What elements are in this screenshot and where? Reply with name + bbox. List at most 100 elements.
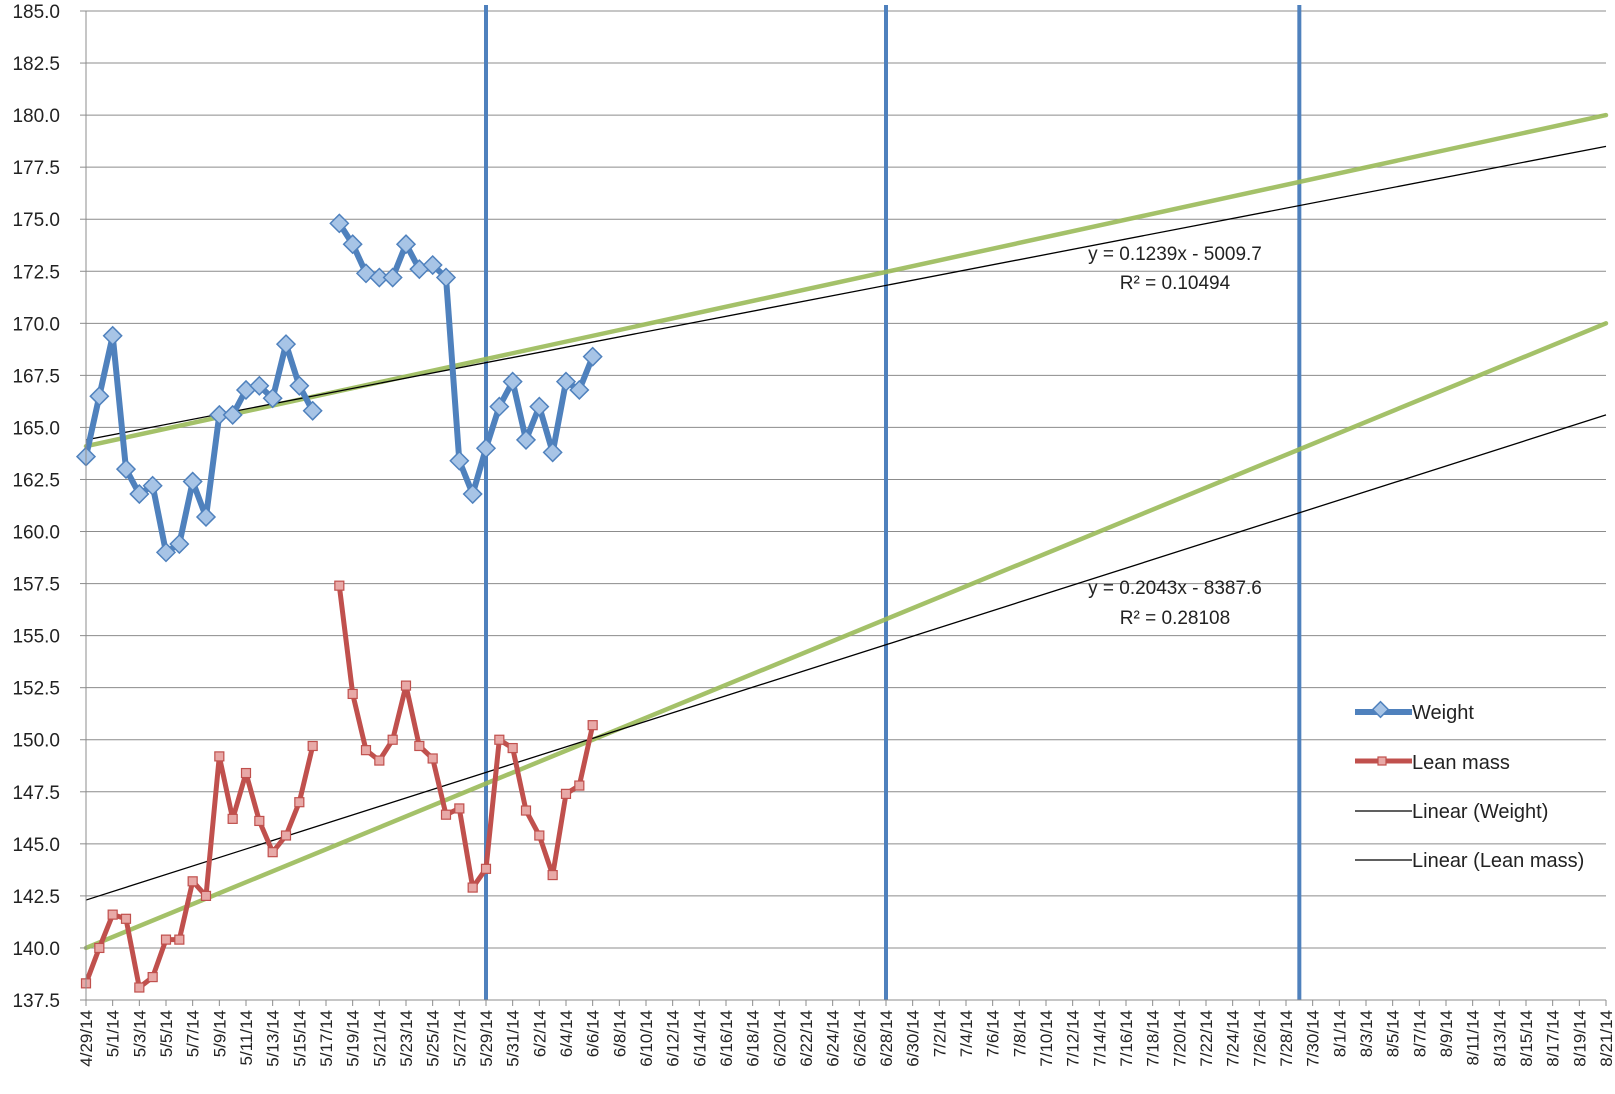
- legend-label-linear-lean-mass: Linear (Lean mass): [1412, 850, 1584, 872]
- x-tick-label: 8/11/14: [1464, 1010, 1483, 1065]
- x-tick-label: 5/1/14: [104, 1010, 123, 1057]
- x-tick-label: 7/16/14: [1117, 1010, 1136, 1067]
- series-line-weight: [83, 332, 316, 556]
- x-tick-label: 6/12/14: [664, 1010, 683, 1067]
- vertical-marker-layer: [484, 5, 1302, 1000]
- data-point-weight: [115, 459, 137, 480]
- data-point-weight: [435, 267, 457, 288]
- x-tick-label: 6/4/14: [557, 1010, 576, 1057]
- data-point-lean-mass: [120, 913, 132, 924]
- data-point-weight: [195, 506, 217, 528]
- data-point-weight: [182, 471, 203, 492]
- x-tick-label: 5/27/14: [450, 1010, 469, 1067]
- data-point-lean-mass: [360, 745, 372, 756]
- trendline-lean-mass: [85, 414, 1607, 901]
- series-line-lean-mass: [336, 585, 596, 891]
- x-tick-label: 5/3/14: [130, 1010, 149, 1057]
- data-point-lean-mass: [307, 740, 318, 752]
- data-point-weight: [555, 371, 577, 392]
- y-tick-label: 180.0: [12, 106, 60, 127]
- x-tick-label: 6/30/14: [904, 1010, 923, 1067]
- x-tick-label: 7/6/14: [984, 1010, 1003, 1057]
- series-weight: [75, 213, 603, 563]
- x-tick-label: 5/7/14: [184, 1010, 203, 1057]
- data-point-lean-mass: [427, 753, 438, 764]
- data-point-lean-mass: [134, 982, 145, 993]
- legend-item-weight: Weight: [1355, 700, 1474, 724]
- x-tick-label: 6/24/14: [824, 1010, 843, 1067]
- x-tick-label: 7/26/14: [1250, 1010, 1269, 1067]
- x-tick-label: 5/29/14: [477, 1010, 496, 1067]
- y-tick-label: 165.0: [12, 418, 60, 439]
- overlay-line: [83, 321, 1609, 951]
- data-point-lean-mass: [454, 803, 465, 814]
- x-tick-label: 6/8/14: [610, 1010, 629, 1057]
- x-tick-label: 6/6/14: [584, 1010, 603, 1057]
- data-point-weight: [569, 379, 590, 401]
- legend-label-lean-mass: Lean mass: [1412, 752, 1510, 774]
- x-tick-label: 5/25/14: [424, 1010, 443, 1067]
- x-tick-label: 6/20/14: [770, 1010, 789, 1067]
- data-point-lean-mass: [107, 909, 118, 920]
- data-point-lean-mass: [214, 751, 225, 762]
- y-tick-label: 172.5: [12, 262, 60, 283]
- x-tick-label: 7/18/14: [1144, 1010, 1163, 1067]
- data-point-lean-mass: [467, 882, 478, 893]
- x-tick-label: 7/2/14: [930, 1010, 949, 1057]
- x-tick-label: 7/14/14: [1090, 1010, 1109, 1067]
- x-tick-label: 5/21/14: [370, 1010, 389, 1067]
- series-layer: [75, 213, 603, 993]
- data-point-lean-mass: [440, 809, 452, 820]
- y-tick-label: 150.0: [12, 731, 60, 752]
- y-tick-label: 152.5: [12, 679, 60, 700]
- data-point-weight: [302, 400, 323, 421]
- data-point-weight: [462, 483, 483, 505]
- data-point-lean-mass: [240, 767, 252, 779]
- data-point-lean-mass: [534, 830, 545, 841]
- data-point-lean-mass: [334, 580, 345, 591]
- x-tick-label: 6/26/14: [850, 1010, 869, 1067]
- data-point-lean-mass: [254, 815, 265, 827]
- legend-item-linear-weight: Linear (Weight): [1355, 801, 1548, 823]
- weight-trend-r2: R² = 0.10494: [1120, 273, 1231, 294]
- x-tick-label: 5/9/14: [210, 1010, 229, 1057]
- x-tick-label: 8/1/14: [1330, 1010, 1349, 1057]
- y-tick-label: 142.5: [12, 887, 60, 908]
- x-tick-label: 8/5/14: [1384, 1010, 1403, 1057]
- trendline-layer: [85, 145, 1607, 901]
- x-tick-label: 5/23/14: [397, 1010, 416, 1067]
- x-tick-label: 8/21/14: [1597, 1010, 1615, 1067]
- x-tick-label: 5/31/14: [504, 1010, 523, 1067]
- data-point-weight: [542, 442, 563, 463]
- data-point-lean-mass: [374, 755, 385, 766]
- x-tick-label: 6/16/14: [717, 1010, 736, 1067]
- x-tick-label: 7/24/14: [1224, 1010, 1243, 1067]
- x-tick-label: 7/20/14: [1170, 1010, 1189, 1067]
- y-tick-label: 140.0: [12, 939, 60, 960]
- data-point-lean-mass: [174, 934, 185, 945]
- series-lean-mass: [80, 580, 598, 993]
- data-point-lean-mass: [520, 805, 532, 816]
- axis-layer: 137.5 140.0 142.5 145.0 147.5 150.0 152.5 155.0…: [12, 2, 1615, 1067]
- legend: Weight Lean mass Linear (Weight) Linear …: [1355, 700, 1584, 872]
- y-tick-label: 170.0: [12, 314, 60, 335]
- data-point-weight: [502, 371, 523, 392]
- data-point-weight: [422, 254, 443, 276]
- x-tick-label: 8/3/14: [1357, 1010, 1376, 1057]
- x-tick-label: 6/22/14: [797, 1010, 816, 1067]
- data-point-weight: [289, 375, 310, 396]
- data-point-lean-mass: [200, 890, 212, 901]
- data-point-lean-mass: [187, 876, 198, 887]
- data-point-lean-mass: [400, 680, 412, 691]
- x-tick-label: 7/22/14: [1197, 1010, 1216, 1067]
- data-point-weight: [169, 533, 190, 555]
- y-tick-label: 182.5: [12, 54, 60, 75]
- data-point-lean-mass: [294, 797, 305, 808]
- x-tick-label: 5/13/14: [264, 1010, 283, 1067]
- y-tick-label: 175.0: [12, 210, 60, 231]
- data-point-lean-mass: [414, 740, 425, 752]
- lean-trend-r2: R² = 0.28108: [1120, 608, 1230, 629]
- trendline-weight: [85, 145, 1607, 441]
- data-point-weight: [209, 404, 230, 425]
